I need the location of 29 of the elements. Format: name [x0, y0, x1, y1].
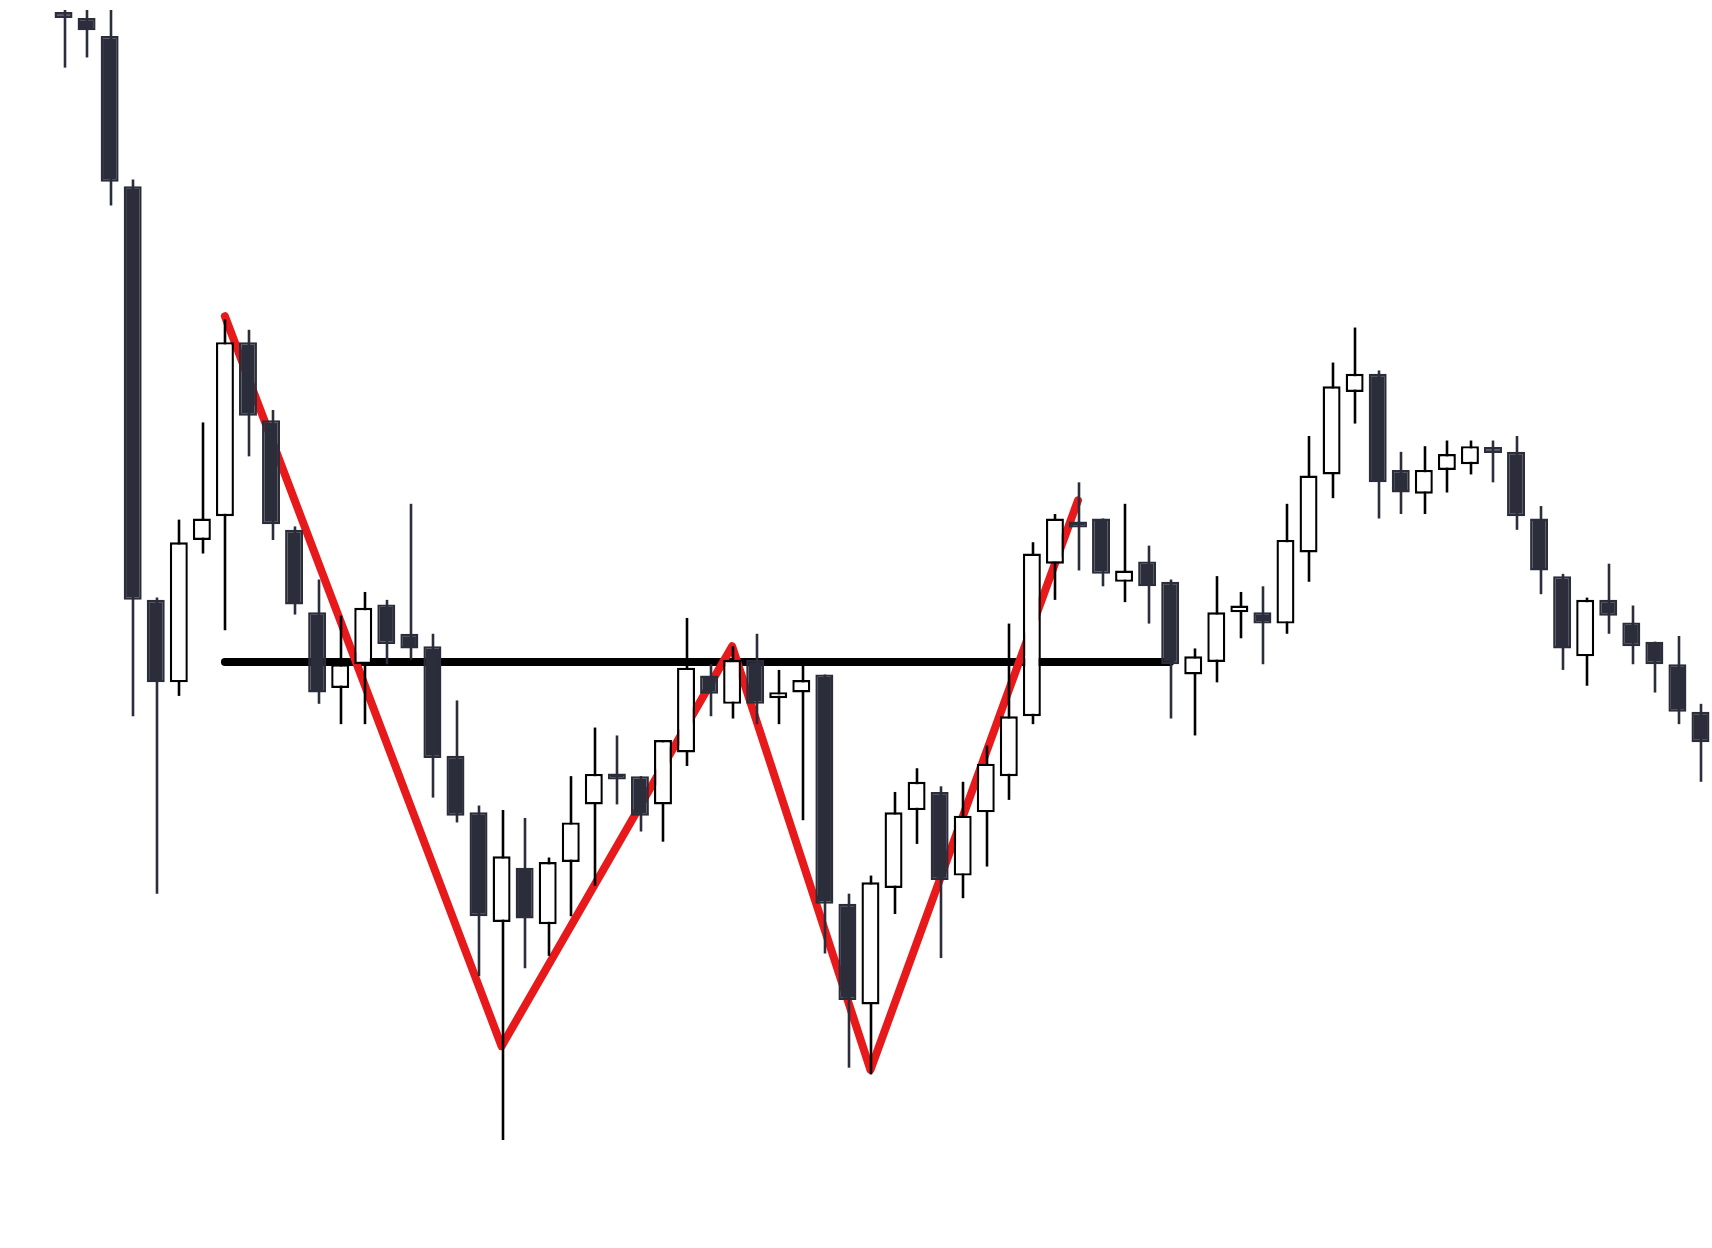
- candlestick: [1345, 326, 1364, 425]
- candlestick: [377, 598, 396, 666]
- candlestick: [630, 774, 649, 833]
- candlestick: [1138, 544, 1157, 625]
- candlestick: [1207, 574, 1226, 684]
- candlestick: [1230, 590, 1249, 640]
- candlestick: [1599, 562, 1618, 636]
- candlestick: [515, 816, 534, 970]
- candlestick: [700, 662, 719, 718]
- candlestick: [976, 744, 995, 868]
- candlestick: [746, 632, 765, 726]
- candlestick: [1184, 647, 1203, 737]
- candlestick: [561, 774, 580, 918]
- candlestick: [77, 8, 96, 59]
- candlestick: [1253, 585, 1272, 666]
- candlestick: [1645, 640, 1664, 694]
- candlestick: [192, 421, 211, 555]
- candlestick: [584, 726, 603, 888]
- candlestick: [54, 8, 73, 69]
- candlestick: [1045, 512, 1064, 602]
- candlestick: [1691, 702, 1710, 784]
- candlestick: [1483, 439, 1502, 484]
- candlestick: [1391, 450, 1410, 516]
- candlestick: [1530, 504, 1549, 596]
- candlestick: [1622, 604, 1641, 666]
- candlestick: [1437, 439, 1456, 494]
- candlestick: [1115, 502, 1134, 604]
- candlestick: [400, 502, 419, 662]
- candlestick: [1668, 634, 1687, 726]
